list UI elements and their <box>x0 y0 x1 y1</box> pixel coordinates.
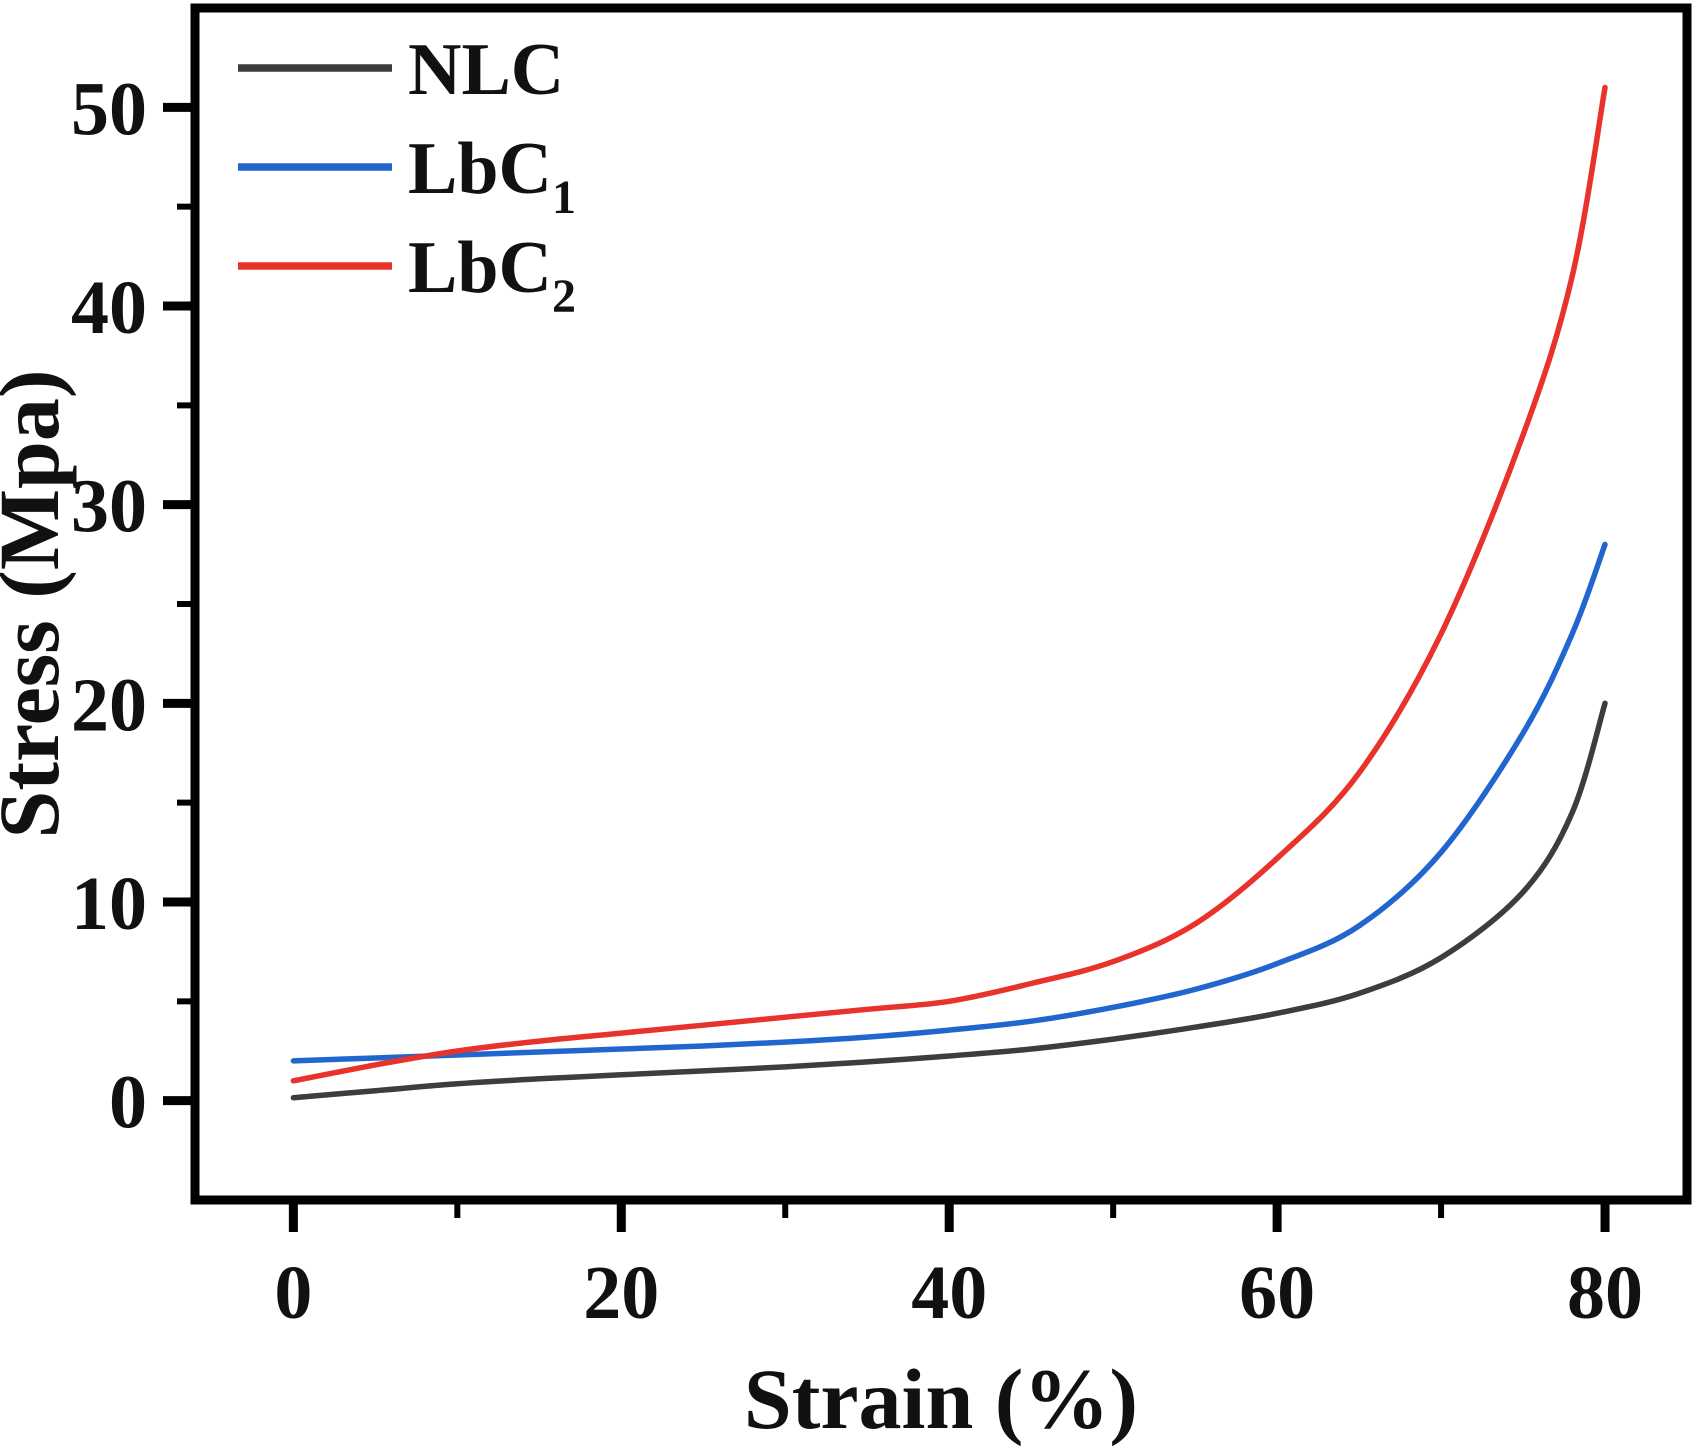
legend-label-NLC: NLC <box>408 29 564 111</box>
x-tick-label: 20 <box>583 1251 659 1335</box>
x-tick-label: 60 <box>1239 1251 1315 1335</box>
series-line-NLC <box>290 700 1608 1101</box>
y-axis-title: Stress (Mpa) <box>0 370 77 839</box>
y-tick-label: 0 <box>109 1061 147 1145</box>
x-tick-label: 80 <box>1567 1251 1643 1335</box>
y-tick-label: 20 <box>71 663 147 747</box>
axis-ticks <box>163 102 1610 1232</box>
y-tick-label: 30 <box>71 465 147 549</box>
y-tick-label: 50 <box>71 67 147 151</box>
x-tick-label: 40 <box>911 1251 987 1335</box>
series-line-LbC1 <box>290 541 1608 1064</box>
x-tick-label: 0 <box>274 1251 312 1335</box>
y-tick-label: 40 <box>71 266 147 350</box>
series-line-LbC2 <box>290 84 1608 1084</box>
data-series-lines <box>290 84 1608 1101</box>
legend-label-LbC2: LbC2 <box>408 227 576 323</box>
legend-label-LbC1: LbC1 <box>408 128 576 224</box>
y-tick-label: 10 <box>71 862 147 946</box>
x-axis-title: Strain (%) <box>744 1351 1138 1447</box>
axis-tick-labels: 0 20 40 60 80 0 10 20 30 40 50 <box>71 67 1643 1335</box>
